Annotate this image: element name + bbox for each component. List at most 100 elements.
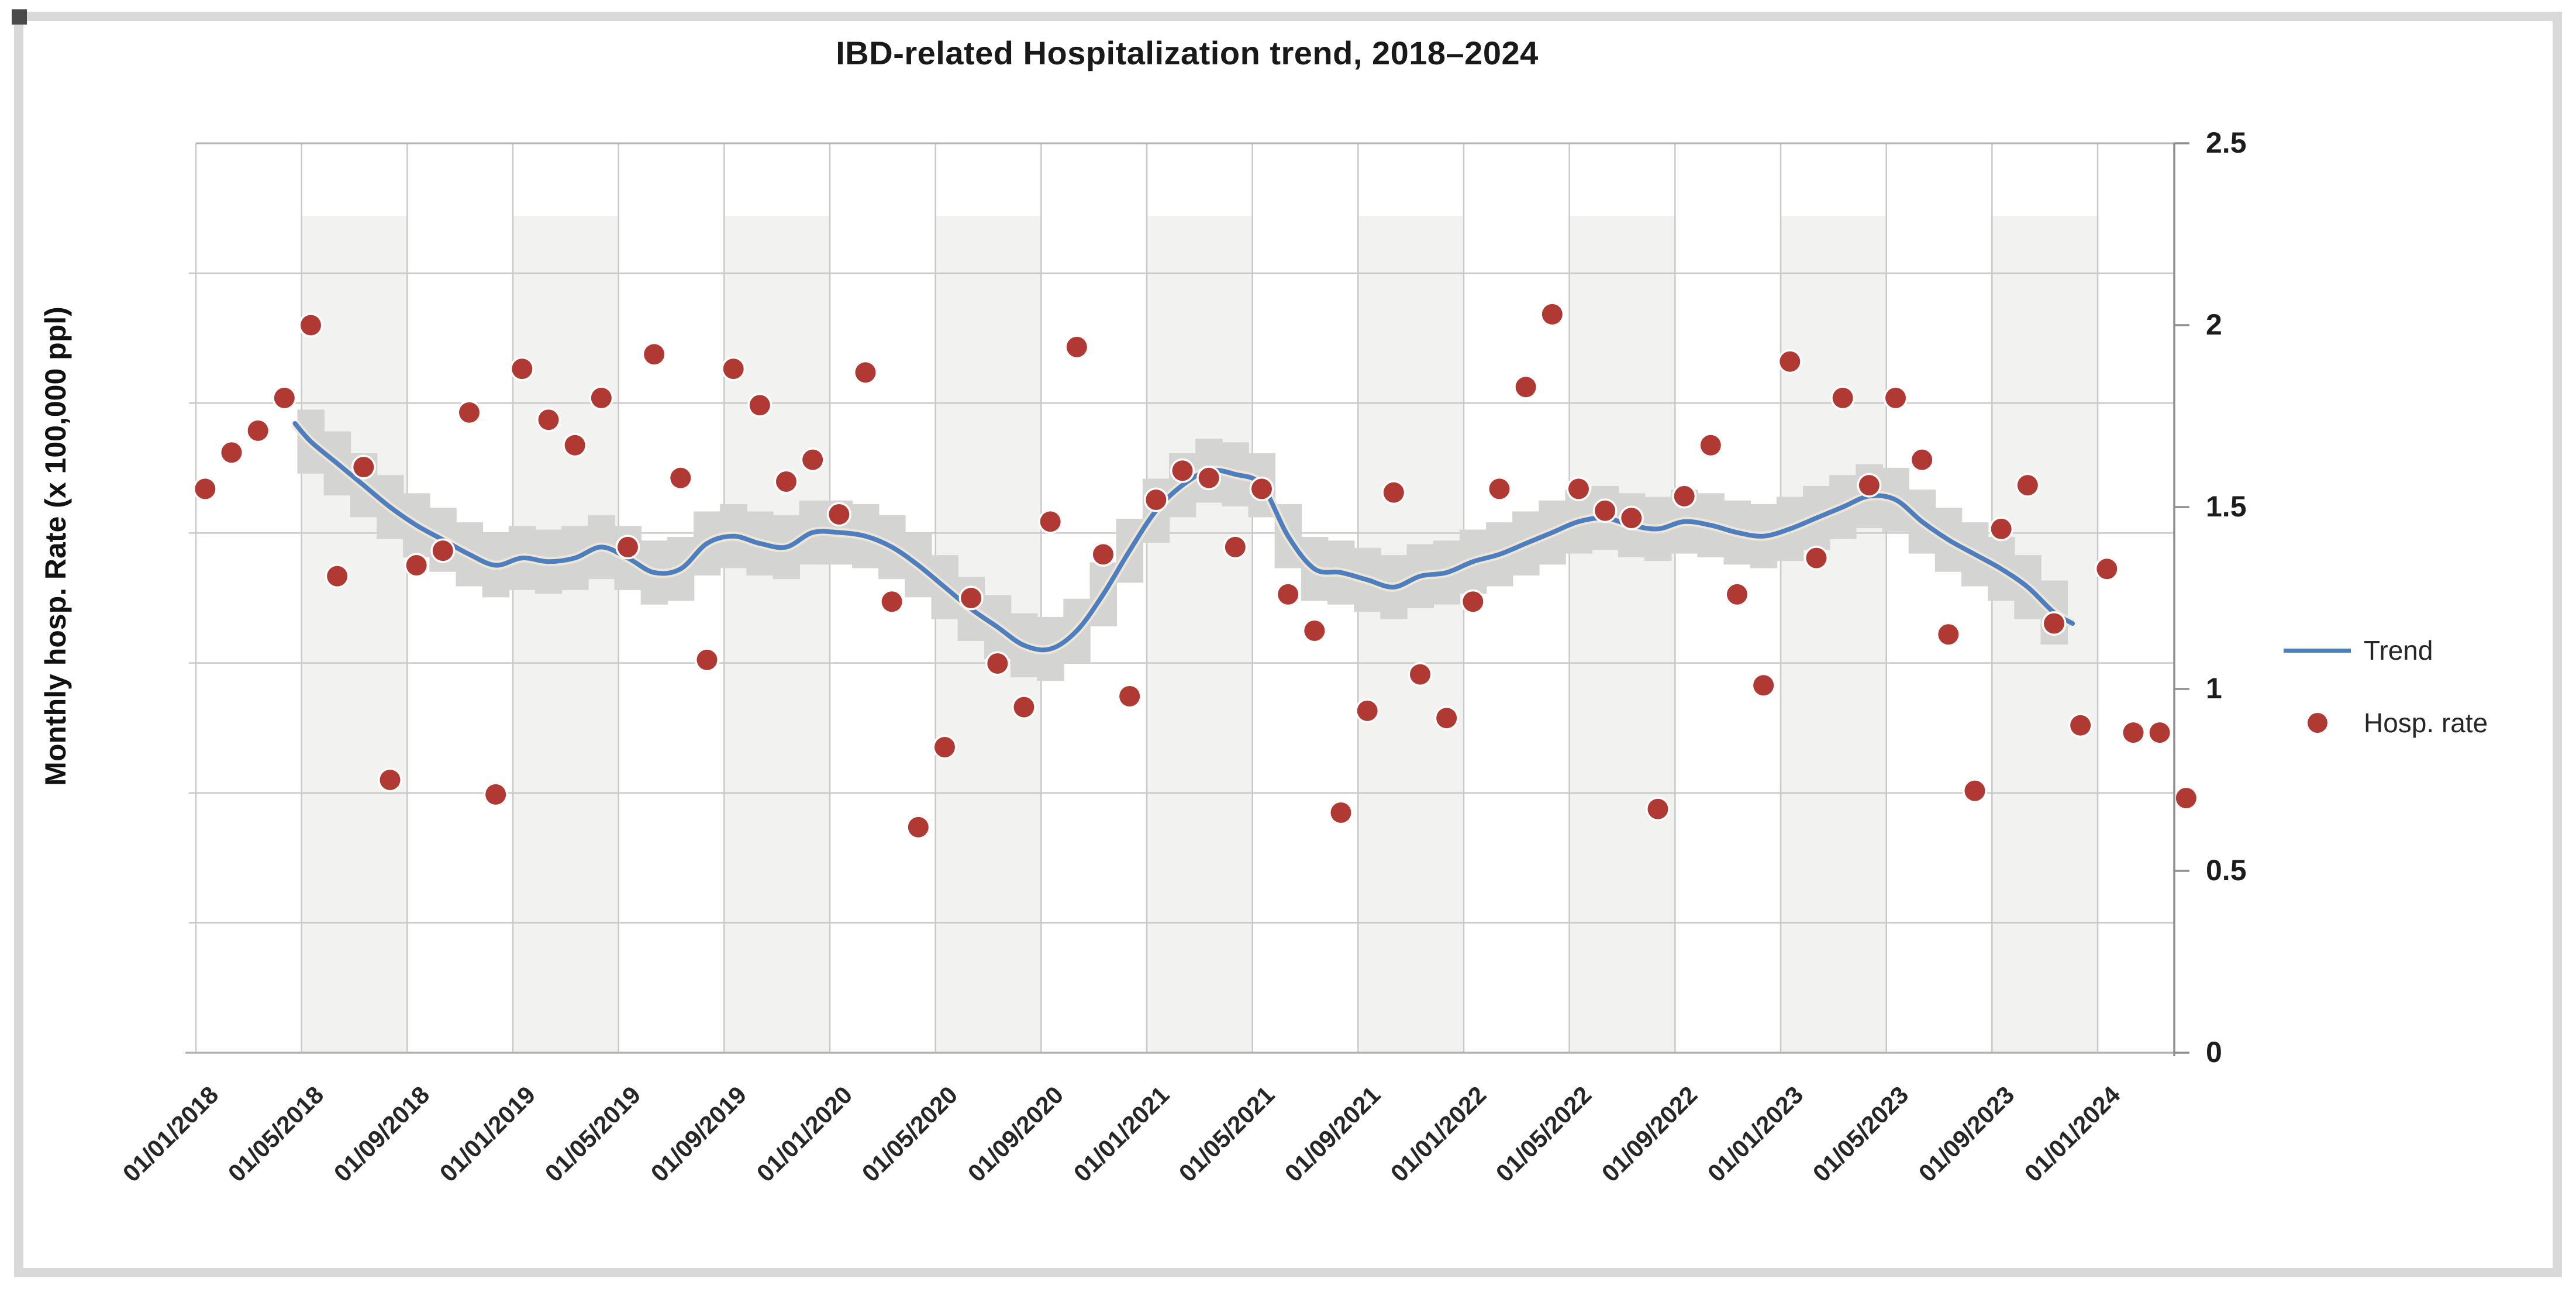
data-point <box>1355 698 1380 723</box>
column-stripe <box>513 216 619 1053</box>
hosp-rate-dot-swatch-icon <box>2307 713 2327 733</box>
data-point <box>958 585 984 611</box>
data-point <box>1857 473 1882 498</box>
data-point <box>1460 589 1485 614</box>
legend-item-trend: Trend <box>2284 627 2553 674</box>
column-stripe <box>1569 216 1675 1053</box>
column-stripe <box>1147 216 1253 1053</box>
data-point <box>853 360 878 385</box>
data-point <box>1249 476 1274 501</box>
data-point <box>747 392 773 418</box>
trend-line <box>292 421 2075 653</box>
data-point <box>1196 466 1222 491</box>
data-point <box>2042 611 2067 636</box>
data-point <box>694 647 719 673</box>
data-point <box>1830 385 1856 411</box>
data-point <box>1698 433 1723 458</box>
data-point <box>1117 684 1142 709</box>
legend-trend-label: Trend <box>2364 635 2433 666</box>
data-point <box>246 418 271 443</box>
legend-item-hosp-rate: Hosp. rate <box>2284 699 2553 746</box>
data-point <box>1672 484 1697 509</box>
data-point <box>536 407 561 432</box>
data-point <box>1011 695 1036 720</box>
data-point <box>1540 302 1565 327</box>
data-point <box>1566 476 1591 501</box>
column-stripe <box>1781 216 1887 1053</box>
data-point <box>2174 785 2199 811</box>
data-point <box>1962 778 1987 804</box>
data-point <box>1408 662 1433 687</box>
data-point <box>509 356 534 381</box>
y-tick-label: 1 <box>2206 672 2222 705</box>
data-point <box>880 589 905 614</box>
legend: Trend Hosp. rate <box>2284 627 2553 772</box>
data-point <box>1381 480 1406 505</box>
data-point <box>430 538 456 563</box>
data-point <box>1751 673 1776 698</box>
data-point <box>1434 705 1459 730</box>
data-point <box>1091 542 1116 567</box>
data-point <box>192 476 218 501</box>
data-point <box>1328 800 1353 825</box>
data-point <box>932 735 957 760</box>
legend-hosp-rate-label: Hosp. rate <box>2364 708 2488 738</box>
y-tick-label: 0 <box>2206 1036 2222 1069</box>
column-stripe <box>1358 216 1464 1053</box>
data-point <box>1064 335 1089 360</box>
data-point <box>2147 720 2172 745</box>
trend-line-swatch-icon <box>2284 648 2351 653</box>
data-point <box>351 454 376 480</box>
y-tick-label: 2 <box>2206 308 2222 341</box>
data-point <box>1645 797 1670 822</box>
chart-title: IBD-related Hospitalization trend, 2018–… <box>836 35 1539 71</box>
data-point <box>1777 349 1802 374</box>
data-point <box>1143 487 1168 512</box>
y-tick-label: 2.5 <box>2206 126 2247 159</box>
column-stripe <box>724 216 830 1053</box>
data-point <box>298 313 323 337</box>
data-point <box>219 440 244 465</box>
data-point <box>483 782 508 807</box>
data-point <box>1909 447 1934 473</box>
data-point <box>668 466 693 491</box>
data-point <box>325 564 350 589</box>
data-point <box>615 535 640 560</box>
data-point <box>1803 546 1829 571</box>
data-point <box>2120 720 2146 745</box>
data-point <box>1989 516 2014 542</box>
data-point <box>2068 713 2093 738</box>
data-point <box>1302 618 1327 643</box>
column-stripe <box>301 216 408 1053</box>
data-point <box>589 385 614 411</box>
data-point <box>1592 498 1618 523</box>
data-point <box>906 815 931 840</box>
data-point <box>642 342 667 367</box>
data-point <box>1936 622 1961 647</box>
data-point <box>1883 385 1908 411</box>
data-point <box>1038 509 1063 534</box>
data-point <box>985 651 1010 676</box>
y-tick-label: 0.5 <box>2206 854 2247 887</box>
data-point <box>377 767 402 792</box>
data-point <box>457 400 482 425</box>
data-point <box>1619 505 1644 530</box>
data-point <box>1725 582 1750 607</box>
data-point <box>1170 458 1195 483</box>
data-point <box>1223 535 1248 560</box>
data-point <box>272 385 297 411</box>
y-tick-label: 1.5 <box>2206 490 2247 523</box>
data-point <box>1513 374 1539 399</box>
data-point <box>2015 473 2040 498</box>
data-point <box>563 433 588 458</box>
data-point <box>721 356 746 381</box>
data-point <box>1275 582 1301 607</box>
corner-mark <box>12 9 27 25</box>
data-point <box>826 502 851 527</box>
dot-swatch-wrap <box>2284 713 2351 733</box>
data-point <box>800 447 825 473</box>
data-point <box>2094 556 2119 581</box>
data-point <box>404 553 429 578</box>
